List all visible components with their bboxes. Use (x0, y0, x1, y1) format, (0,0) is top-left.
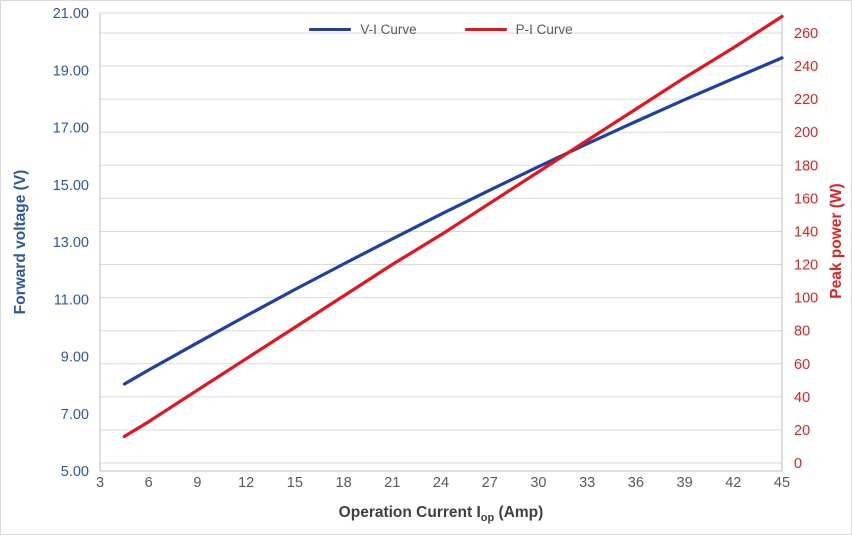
left-axis-tick-label: 5.00 (61, 464, 89, 480)
right-axis-tick-label: 140 (794, 224, 818, 240)
x-axis-tick-label: 15 (287, 475, 303, 491)
left-axis-tick-label: 19.00 (53, 63, 89, 79)
x-axis-tick-label: 24 (433, 475, 449, 491)
gridlines (100, 32, 782, 464)
right-axis-tick-label: 40 (794, 390, 810, 406)
x-axis-tick-label: 21 (384, 475, 400, 491)
x-axis-tick-label: 42 (725, 475, 741, 491)
right-axis-tick-label: 200 (794, 125, 818, 141)
left-axis-tick-label: 9.00 (61, 350, 89, 366)
left-axis-tick-label: 17.00 (53, 121, 89, 137)
x-axis-tick-label: 9 (193, 475, 201, 491)
x-axis-tick-label: 12 (238, 475, 254, 491)
right-axis-tick-label: 220 (794, 92, 818, 108)
x-axis-tick-label: 33 (579, 475, 595, 491)
right-axis-tick-label: 100 (794, 291, 818, 307)
x-axis-tick-label: 6 (145, 475, 153, 491)
left-axis-tick-label: 21.00 (53, 6, 89, 22)
x-axis-tick-label: 27 (482, 475, 498, 491)
left-axis-tick-label: 11.00 (54, 292, 89, 308)
axis-lines (99, 12, 783, 472)
data-curves (122, 14, 784, 439)
x-axis-tick-label: 39 (677, 475, 693, 491)
right-axis-tick-label: 160 (794, 191, 818, 207)
right-axis-tick-label: 80 (794, 324, 810, 340)
pi-curve-line (122, 14, 784, 439)
x-axis-title-subscript: op (480, 512, 495, 525)
left-axis-title: Forward voltage (V) (12, 170, 29, 315)
right-axis-tick-label: 120 (794, 258, 818, 274)
right-axis-tick-label: 240 (794, 59, 818, 75)
right-axis-tick-label: 0 (794, 456, 802, 472)
x-axis-title: Operation Current Iop (Amp) (100, 504, 782, 524)
right-axis-tick-label: 260 (794, 26, 818, 42)
right-axis-tick-label: 180 (794, 158, 818, 174)
left-axis-tick-label: 13.00 (53, 235, 89, 251)
x-axis-tick-label: 36 (628, 475, 644, 491)
x-axis-tick-label: 18 (336, 475, 352, 491)
vi-curve-line (122, 56, 784, 386)
right-axis-tick-label: 20 (794, 423, 810, 439)
x-axis-tick-label: 45 (774, 475, 790, 491)
x-axis-title-main: Operation Current I (338, 504, 481, 521)
x-axis-tick-label: 3 (96, 475, 104, 491)
x-axis-tick-label: 30 (530, 475, 546, 491)
tick-labels: 5.00 7.00 9.00 11.00 13.00 15.00 17.00 19.00 21.… (53, 6, 819, 491)
left-axis-tick-label: 7.00 (61, 407, 89, 423)
left-axis-tick-label: 15.00 (53, 178, 89, 194)
right-axis-tick-label: 60 (794, 357, 810, 373)
right-axis-title: Peak power (W) (828, 183, 845, 298)
x-axis-title-suffix: (Amp) (494, 504, 544, 521)
